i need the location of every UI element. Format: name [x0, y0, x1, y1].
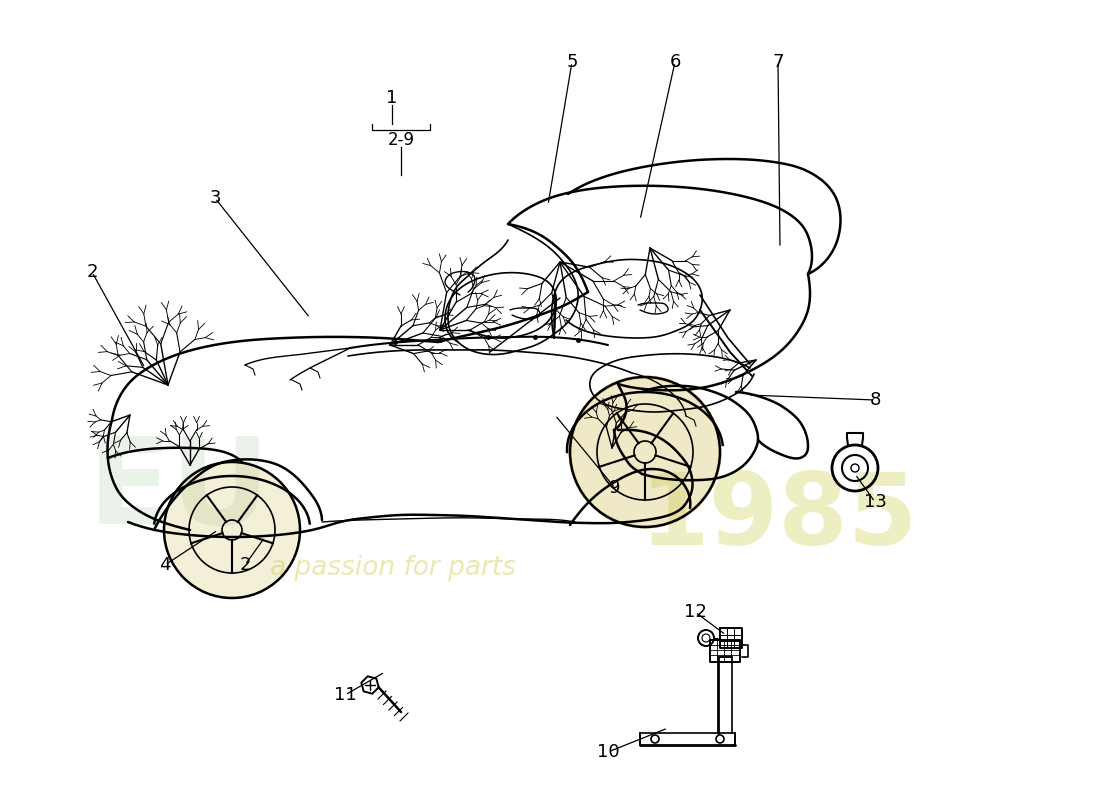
- Text: 13: 13: [864, 493, 887, 511]
- Text: a passion for parts: a passion for parts: [270, 555, 516, 581]
- Text: 1985: 1985: [640, 469, 918, 566]
- Text: 11: 11: [333, 686, 356, 704]
- Text: 4: 4: [160, 556, 170, 574]
- Text: 1: 1: [386, 89, 398, 107]
- Text: 7: 7: [772, 53, 783, 71]
- Text: 3: 3: [209, 189, 221, 207]
- Text: 2: 2: [86, 263, 98, 281]
- Text: 10: 10: [596, 743, 619, 761]
- Text: 9: 9: [609, 479, 620, 497]
- Text: 8: 8: [869, 391, 881, 409]
- Text: EU: EU: [88, 431, 271, 549]
- Text: 2-9: 2-9: [387, 131, 415, 149]
- Circle shape: [570, 377, 721, 527]
- Text: 12: 12: [683, 603, 706, 621]
- Text: 5: 5: [566, 53, 578, 71]
- Text: 2: 2: [240, 556, 251, 574]
- Circle shape: [164, 462, 300, 598]
- Text: 6: 6: [669, 53, 681, 71]
